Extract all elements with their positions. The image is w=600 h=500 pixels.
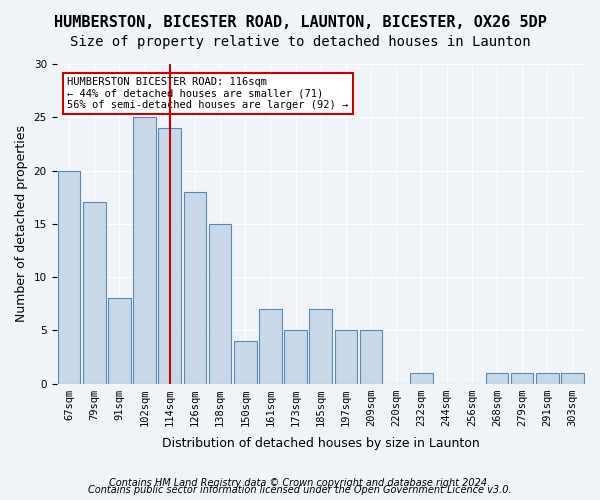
Bar	[360, 330, 382, 384]
Bar	[209, 224, 232, 384]
Bar	[536, 373, 559, 384]
Text: Contains public sector information licensed under the Open Government Licence v3: Contains public sector information licen…	[88, 485, 512, 495]
Text: Contains HM Land Registry data © Crown copyright and database right 2024.: Contains HM Land Registry data © Crown c…	[109, 478, 491, 488]
Bar	[284, 330, 307, 384]
Bar	[158, 128, 181, 384]
Bar	[58, 170, 80, 384]
Bar	[335, 330, 357, 384]
Bar	[561, 373, 584, 384]
Bar	[83, 202, 106, 384]
Bar	[485, 373, 508, 384]
Y-axis label: Number of detached properties: Number of detached properties	[15, 126, 28, 322]
Text: Size of property relative to detached houses in Launton: Size of property relative to detached ho…	[70, 35, 530, 49]
Bar	[259, 309, 282, 384]
Bar	[410, 373, 433, 384]
Bar	[133, 118, 156, 384]
Bar	[108, 298, 131, 384]
Bar	[184, 192, 206, 384]
Bar	[310, 309, 332, 384]
Text: HUMBERSTON BICESTER ROAD: 116sqm
← 44% of detached houses are smaller (71)
56% o: HUMBERSTON BICESTER ROAD: 116sqm ← 44% o…	[67, 77, 349, 110]
Bar	[234, 341, 257, 384]
Text: HUMBERSTON, BICESTER ROAD, LAUNTON, BICESTER, OX26 5DP: HUMBERSTON, BICESTER ROAD, LAUNTON, BICE…	[53, 15, 547, 30]
X-axis label: Distribution of detached houses by size in Launton: Distribution of detached houses by size …	[162, 437, 479, 450]
Bar	[511, 373, 533, 384]
